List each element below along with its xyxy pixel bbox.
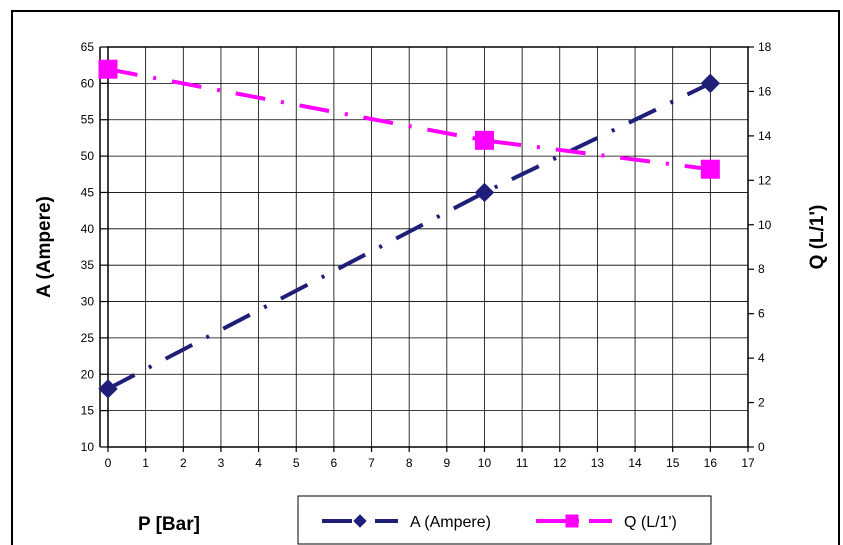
data-point-diamond: [474, 182, 495, 203]
x-tick-label: 3: [218, 456, 225, 470]
y-right-tick-label: 0: [758, 440, 765, 454]
y-left-tick-label: 35: [81, 258, 95, 272]
x-tick-label: 6: [331, 456, 338, 470]
x-tick-label: 17: [741, 456, 755, 470]
x-axis-title: P [Bar]: [138, 514, 200, 535]
x-tick-label: 12: [553, 456, 567, 470]
x-tick-label: 13: [591, 456, 605, 470]
x-tick-label: 4: [255, 456, 262, 470]
y-left-axis-title: A (Ampere): [34, 196, 55, 298]
data-point-square: [474, 130, 494, 150]
x-tick-label: 11: [516, 456, 529, 470]
series-line: [107, 81, 712, 391]
y-left-tick-labels: 10 15 20 25 30 35 40 45 50 55 60 65: [81, 40, 95, 454]
x-tick-label: 10: [478, 456, 492, 470]
legend-label: A (Ampere): [410, 514, 491, 531]
y-right-tick-label: 16: [758, 84, 772, 98]
x-tick-label: 15: [666, 456, 680, 470]
legend-label: Q (L/1'): [624, 514, 677, 531]
data-point-diamond: [98, 379, 118, 399]
x-tick-label: 0: [105, 456, 112, 470]
x-tick-label: 8: [406, 456, 413, 470]
y-right-tick-label: 4: [758, 351, 765, 365]
legend-box: [297, 495, 712, 545]
legend-entries: A (Ampere) Q (L/1'): [322, 514, 677, 531]
y-left-tick-label: 20: [81, 367, 95, 381]
y-left-tick-label: 50: [81, 149, 95, 163]
data-point-diamond: [353, 514, 367, 528]
y-right-tick-label: 8: [758, 262, 765, 276]
y-right-tick-label: 18: [758, 40, 772, 54]
y-left-tick-label: 55: [81, 113, 95, 127]
data-point-square: [98, 59, 118, 79]
series-line: [107, 67, 711, 172]
y-left-tick-label: 10: [81, 440, 95, 454]
plot-border: [107, 46, 749, 448]
y-left-tick-label: 15: [81, 404, 95, 418]
y-right-axis-title: Q (L/1'): [807, 205, 828, 270]
y-left-tick-label: 60: [81, 76, 95, 90]
x-tick-label: 9: [443, 456, 450, 470]
x-tick-label: 7: [368, 456, 375, 470]
y-right-tick-label: 12: [758, 173, 772, 187]
x-tick-label: 14: [628, 456, 642, 470]
y-left-tick-label: 45: [81, 185, 95, 199]
data-point-diamond: [700, 73, 721, 94]
y-right-tick-label: 10: [758, 218, 772, 232]
legend: A (Ampere) Q (L/1'): [297, 495, 712, 545]
x-tick-label: 16: [704, 456, 718, 470]
y-left-tick-label: 40: [81, 222, 95, 236]
x-tick-labels: 0 1 2 3 4 5 6 7 8 9 10 11 12 13 14 15 16 17: [105, 456, 755, 470]
y-right-tick-labels: 0 2 4 6 8 10 12 14 16 18: [758, 40, 772, 454]
axes: [99, 46, 754, 452]
y-left-tick-label: 25: [81, 331, 95, 345]
series-layer: [98, 59, 721, 399]
data-point-square: [565, 514, 579, 528]
x-tick-label: 5: [293, 456, 300, 470]
data-point-square: [700, 159, 720, 179]
y-right-tick-label: 6: [758, 307, 765, 321]
x-tick-label: 2: [180, 456, 187, 470]
chart-frame: [11, 10, 840, 545]
y-left-tick-label: 65: [81, 40, 95, 54]
y-left-tick-label: 30: [81, 295, 95, 309]
y-right-tick-label: 14: [758, 129, 772, 143]
y-right-tick-label: 2: [758, 396, 765, 410]
plot-area: [108, 47, 748, 447]
x-tick-label: 1: [142, 456, 149, 470]
